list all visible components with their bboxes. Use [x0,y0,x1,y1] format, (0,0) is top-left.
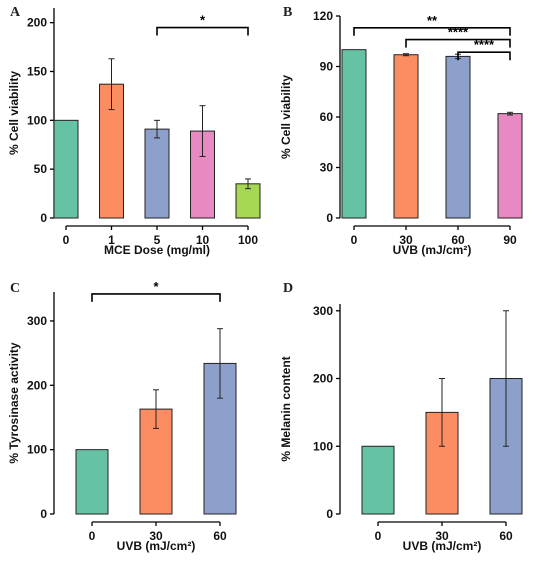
significance-bracket [156,26,249,36]
x-tick-label: 0 [89,529,96,543]
significance-label: **** [474,37,495,52]
y-tick-label: 0 [40,211,47,225]
bar-0 [341,49,367,219]
x-tick-label: 60 [213,529,227,543]
x-tick-label: 0 [63,233,70,247]
y-tick-label: 100 [27,443,47,457]
panel-letter: C [10,281,20,296]
x-tick-label: 30 [435,529,449,543]
significance-label: * [200,13,206,28]
panel-D: D 0 100 200 300 0 30 60 UVB (mJ/cm²) % Melanin co… [279,281,523,553]
significance-bracket [405,38,511,48]
x-axis-label: UVB (mJ/cm²) [393,243,472,257]
significance-bracket [457,51,511,61]
y-tick-label: 300 [27,314,47,328]
y-axis-label: % Cell viability [279,75,293,159]
y-tick-label: 90 [320,60,334,74]
y-tick-label: 0 [326,211,333,225]
bar-5 [144,128,170,219]
x-tick-label: 0 [351,233,358,247]
y-tick-label: 200 [313,372,333,386]
x-tick-label: 5 [154,233,161,247]
y-tick-label: 0 [326,507,333,521]
y-tick-label: 100 [313,439,333,453]
panel-A: A 0 50 100 150 200 0 1 5 10 100 MCE Dose (mg/ml) % C… [7,5,261,257]
panel-B: B 0 30 60 90 120 0 30 60 90 UVB (mJ/cm²) % Cell via… [279,5,523,257]
y-tick-label: 100 [27,113,47,127]
y-tick-label: 150 [27,64,47,78]
y-tick-label: 60 [320,110,334,124]
y-tick-label: 300 [313,304,333,318]
x-tick-label: 0 [375,529,382,543]
panel-C: C 0 100 200 300 0 30 60 UVB (mJ/cm²) % Tyrosinase… [7,279,237,553]
bar-0 [361,445,395,515]
y-axis-label: % Tyrosinase activity [7,342,21,463]
significance-label: ** [427,13,438,28]
bar-0 [53,119,79,219]
y-tick-label: 200 [27,16,47,30]
y-tick-label: 0 [40,507,47,521]
significance-label: * [153,279,159,294]
x-tick-label: 30 [149,529,163,543]
x-tick-label: 60 [499,529,513,543]
x-tick-label: 10 [196,233,210,247]
panel-letter: B [283,5,292,20]
panel-letter: A [10,5,21,20]
bar-0 [75,449,109,515]
y-axis-label: % Cell viability [7,71,21,155]
x-tick-label: 60 [451,233,465,247]
y-tick-label: 30 [320,161,334,175]
significance-label: **** [448,25,469,40]
x-axis-label: UVB (mJ/cm²) [403,539,482,553]
significance-bracket [353,26,511,36]
bar-30 [393,54,419,219]
y-tick-label: 50 [34,162,48,176]
x-tick-label: 30 [399,233,413,247]
y-tick-label: 120 [313,9,333,23]
panel-letter: D [283,281,293,296]
x-axis-label: UVB (mJ/cm²) [117,539,196,553]
x-tick-label: 100 [238,233,258,247]
y-tick-label: 200 [27,378,47,392]
bar-60 [445,55,471,219]
x-tick-label: 90 [503,233,517,247]
bar-90 [497,113,523,219]
x-axis-label: MCE Dose (mg/ml) [104,243,210,257]
y-axis-label: % Melanin content [279,356,293,461]
x-tick-label: 1 [108,233,115,247]
significance-bracket [91,293,221,302]
